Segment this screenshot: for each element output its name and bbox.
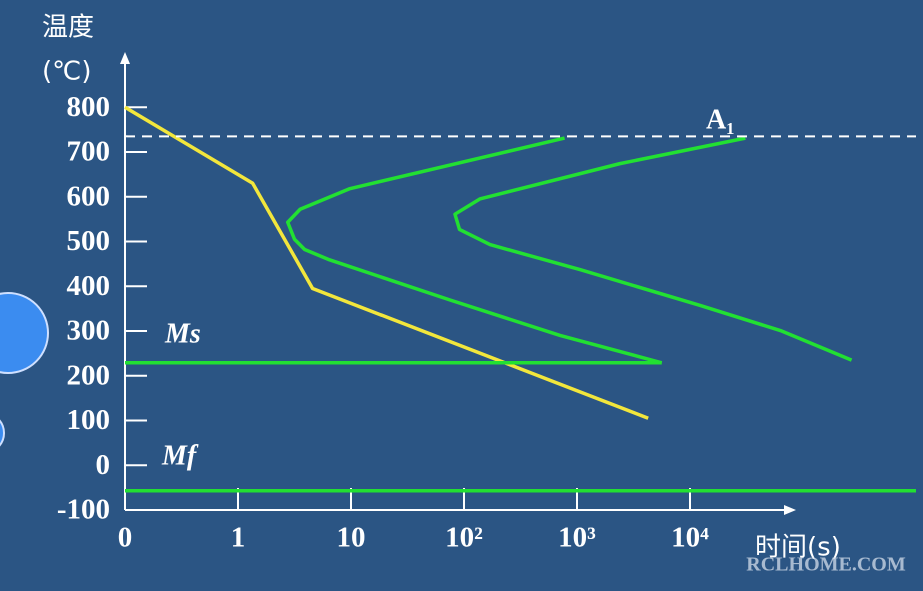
y-tick-label: 100 [67, 404, 111, 436]
series-label: Ms [164, 318, 201, 349]
x-tick-label: 10⁴ [671, 522, 709, 554]
y-tick-label: 800 [67, 91, 111, 123]
y-tick-label: -100 [57, 494, 110, 526]
y-tick-label: 300 [67, 315, 111, 347]
series-label: Mf [161, 440, 199, 471]
x-tick-label: 0 [118, 522, 133, 554]
y-tick-label: 500 [67, 225, 111, 257]
y-tick-label: 200 [67, 359, 111, 391]
y-axis-unit: (℃) [42, 57, 92, 87]
x-axis-label: 时间(s) [755, 533, 841, 563]
y-tick-label: 700 [67, 136, 111, 168]
series-line [124, 105, 649, 420]
y-tick-label: 0 [96, 449, 111, 481]
x-tick-label: 10 [337, 522, 366, 554]
y-tick-label: 400 [67, 270, 111, 302]
y-axis-label: 温度 [42, 13, 94, 43]
y-tick-label: 600 [67, 180, 111, 212]
x-tick-label: 10³ [558, 522, 596, 554]
decor-circle [0, 292, 49, 374]
decor-circle [0, 419, 5, 447]
y-axis-arrow [120, 52, 130, 64]
series-label: A₁ [706, 104, 735, 135]
x-axis-arrow [784, 505, 796, 515]
series-line [453, 136, 853, 362]
x-tick-label: 10² [445, 522, 483, 554]
series-line [285, 136, 663, 365]
x-tick-label: 1 [231, 522, 246, 554]
watermark: RCLHOME.COM [746, 554, 906, 576]
